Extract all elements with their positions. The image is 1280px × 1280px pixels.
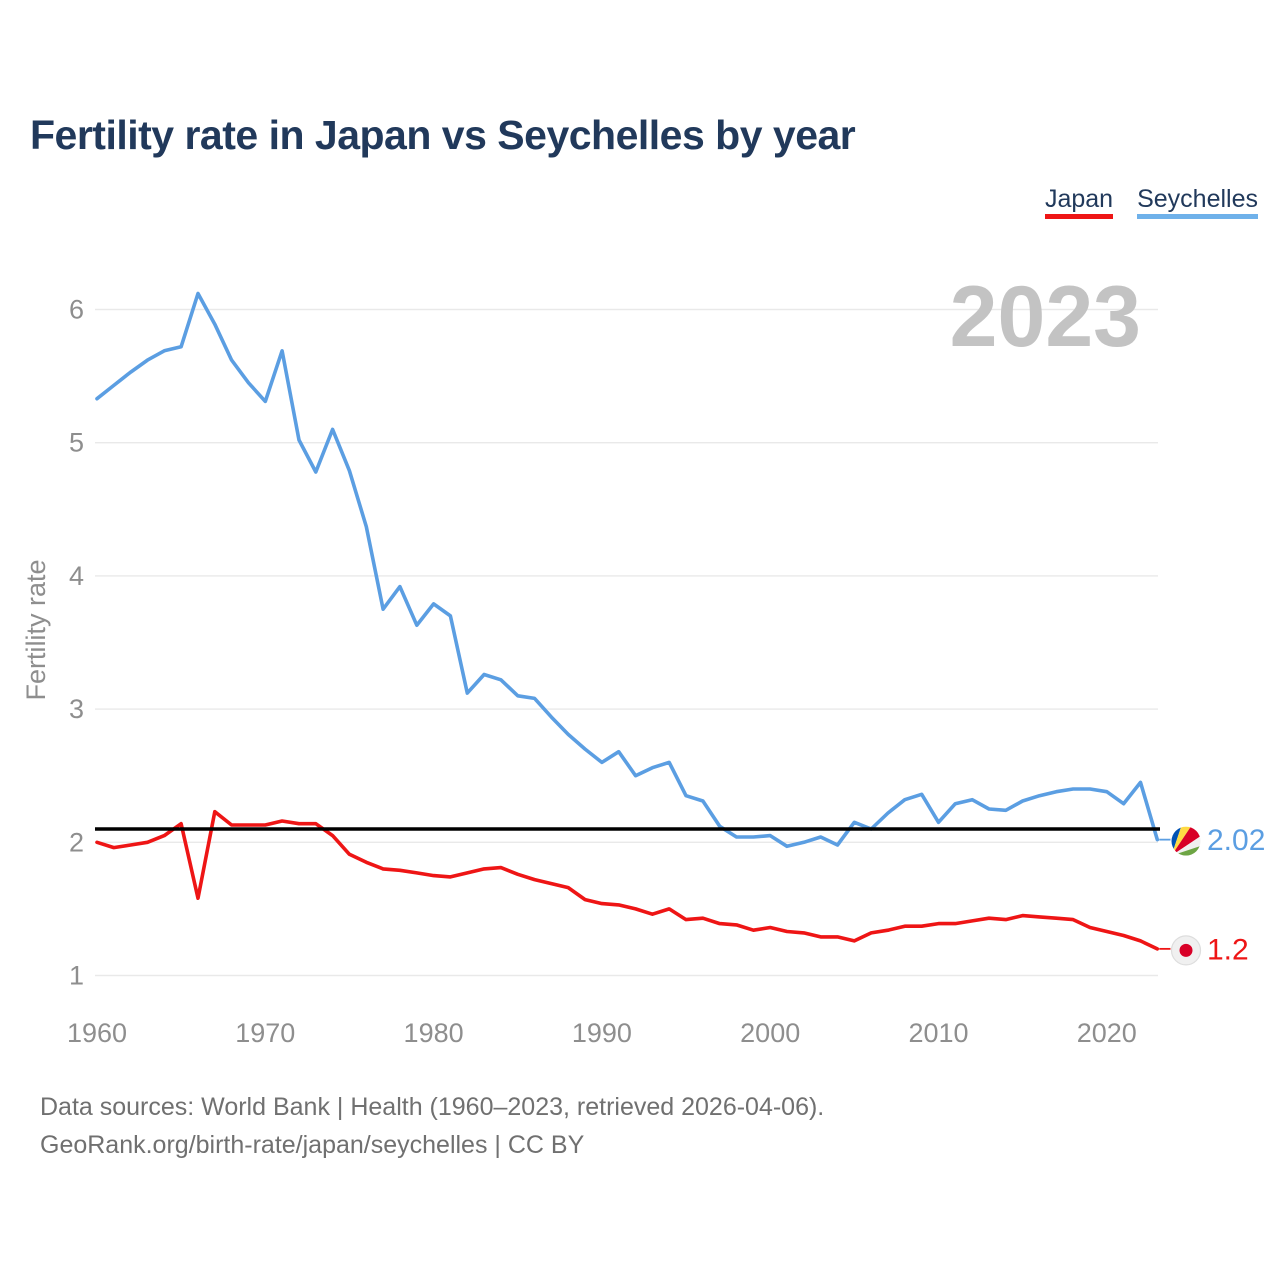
footer: Data sources: World Bank | Health (1960–… <box>40 1088 824 1164</box>
legend-item-seychelles[interactable]: Seychelles <box>1137 186 1258 219</box>
footer-source-line: Data sources: World Bank | Health (1960–… <box>40 1093 825 1121</box>
chart-title: Fertility rate in Japan vs Seychelles by… <box>30 112 856 158</box>
y-tick-2: 2 <box>69 827 84 857</box>
legend-underline-japan <box>1044 214 1114 219</box>
series-line-seychelles <box>95 291 1160 849</box>
y-tick-4: 4 <box>69 561 84 591</box>
y-tick-1: 1 <box>69 961 84 991</box>
series-line-japan <box>95 809 1160 951</box>
x-tick-2000: 2000 <box>740 1018 800 1048</box>
x-tick-1980: 1980 <box>404 1018 464 1048</box>
x-tick-1960: 1960 <box>67 1018 127 1048</box>
legend-label-japan: Japan <box>1044 185 1114 213</box>
legend-item-japan[interactable]: Japan <box>1044 185 1114 219</box>
x-tick-2010: 2010 <box>908 1018 968 1048</box>
legend: Japan Seychelles <box>1044 185 1258 219</box>
flag-icon-seychelles <box>1171 826 1201 856</box>
legend-label-seychelles: Seychelles <box>1137 185 1258 213</box>
y-tick-5: 5 <box>69 428 84 458</box>
flag-icon-japan <box>1170 935 1202 966</box>
watermark-year: 2023 <box>950 269 1141 365</box>
x-tick-2020: 2020 <box>1077 1018 1137 1048</box>
y-axis-label: Fertility rate <box>21 559 51 700</box>
y-tick-6: 6 <box>69 295 84 325</box>
end-value-seychelles: 2.02 <box>1207 824 1265 857</box>
end-value-japan: 1.2 <box>1207 933 1249 966</box>
x-tick-1990: 1990 <box>572 1018 632 1048</box>
y-tick-3: 3 <box>69 694 84 724</box>
footer-url-line: GeoRank.org/birth-rate/japan/seychelles … <box>40 1131 585 1159</box>
legend-underline-seychelles <box>1137 214 1258 219</box>
x-tick-1970: 1970 <box>235 1018 295 1048</box>
